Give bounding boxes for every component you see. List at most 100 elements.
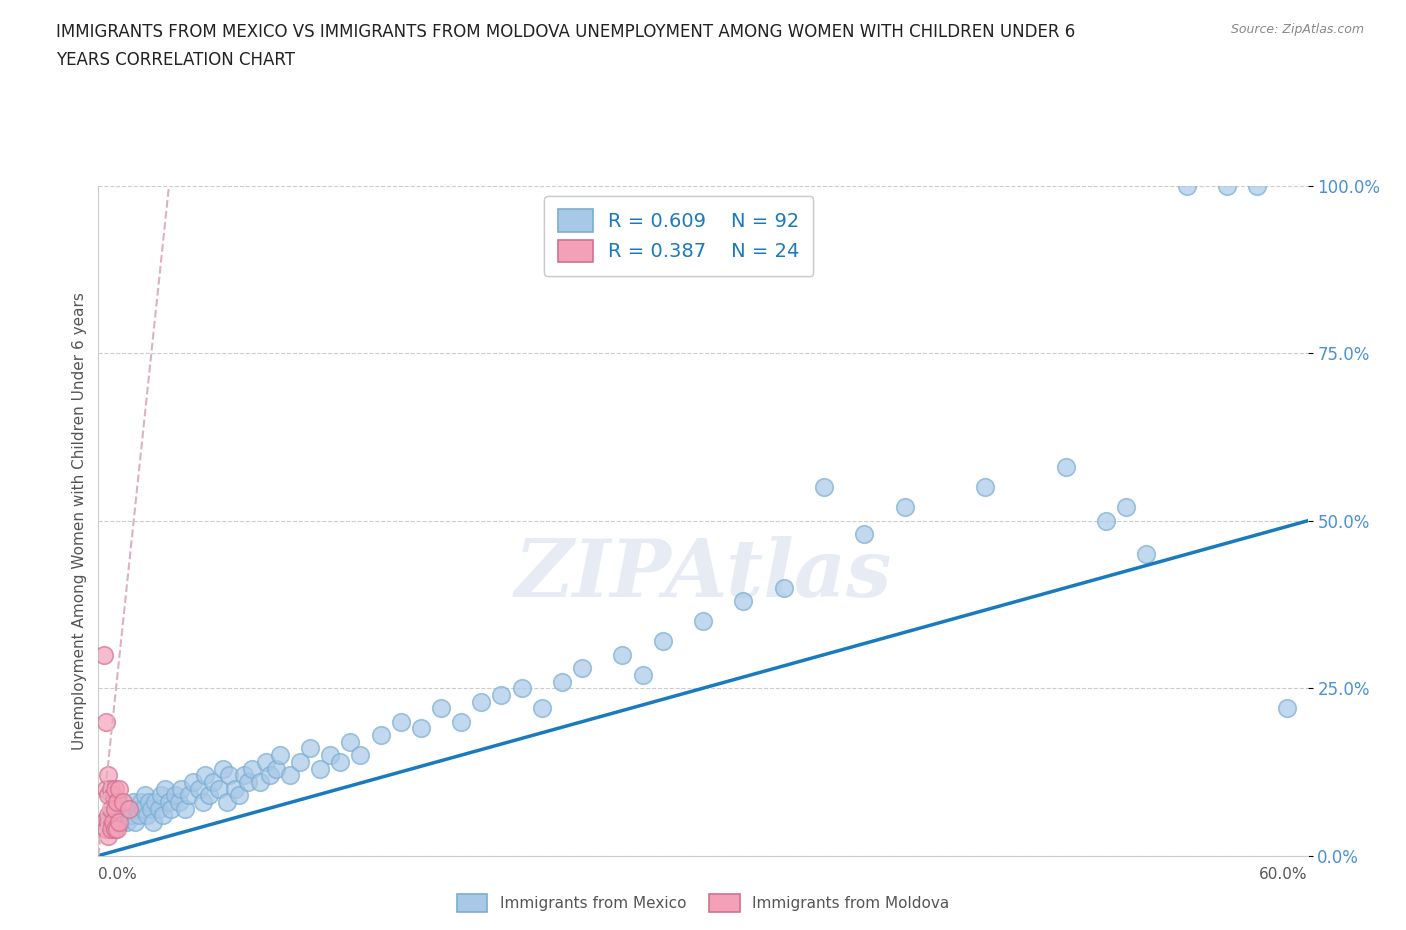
Point [349, 748, 371, 763]
Point [132, 802, 155, 817]
Point [1277, 701, 1299, 716]
Point [631, 668, 654, 683]
Point [974, 480, 997, 495]
Y-axis label: Unemployment Among Women with Children Under 6 years: Unemployment Among Women with Children U… [72, 292, 87, 750]
Point [100, 821, 122, 836]
Text: IMMIGRANTS FROM MEXICO VS IMMIGRANTS FROM MOLDOVA UNEMPLOYMENT AMONG WOMEN WITH : IMMIGRANTS FROM MEXICO VS IMMIGRANTS FRO… [56, 23, 1076, 41]
Point [174, 802, 197, 817]
Point [97, 768, 120, 783]
Point [853, 526, 876, 541]
Point [236, 775, 259, 790]
Point [733, 593, 755, 608]
Point [160, 802, 183, 817]
Point [228, 788, 250, 803]
Point [202, 775, 225, 790]
Legend: Immigrants from Mexico, Immigrants from Moldova: Immigrants from Mexico, Immigrants from … [451, 888, 955, 918]
Point [167, 794, 190, 809]
Point [100, 781, 122, 796]
Point [319, 748, 342, 763]
Point [120, 808, 142, 823]
Point [198, 788, 221, 803]
Point [389, 714, 412, 729]
Point [288, 754, 311, 769]
Point [370, 727, 392, 742]
Point [1095, 513, 1118, 528]
Point [254, 754, 277, 769]
Point [93, 647, 115, 662]
Point [118, 802, 141, 817]
Point [121, 794, 143, 809]
Point [149, 788, 172, 803]
Point [105, 821, 128, 836]
Point [491, 687, 513, 702]
Point [612, 647, 634, 662]
Point [571, 660, 593, 675]
Point [138, 794, 160, 809]
Point [139, 802, 162, 817]
Point [339, 735, 361, 750]
Text: YEARS CORRELATION CHART: YEARS CORRELATION CHART [56, 51, 295, 69]
Point [96, 714, 118, 729]
Point [813, 480, 835, 495]
Point [269, 748, 291, 763]
Point [218, 768, 240, 783]
Point [163, 788, 186, 803]
Point [134, 788, 156, 803]
Text: 60.0%: 60.0% [1260, 867, 1308, 882]
Point [409, 721, 432, 736]
Point [1246, 179, 1268, 193]
Point [129, 794, 152, 809]
Point [450, 714, 472, 729]
Point [96, 781, 118, 796]
Point [188, 781, 211, 796]
Point [148, 802, 170, 817]
Point [1175, 179, 1198, 193]
Point [142, 815, 165, 830]
Point [97, 828, 120, 843]
Point [118, 802, 141, 817]
Point [125, 802, 148, 817]
Point [107, 781, 129, 796]
Point [105, 794, 128, 809]
Point [100, 802, 122, 817]
Point [259, 768, 281, 783]
Point [193, 794, 215, 809]
Text: 0.0%: 0.0% [98, 867, 138, 882]
Point [551, 674, 574, 689]
Point [103, 808, 125, 823]
Text: Source: ZipAtlas.com: Source: ZipAtlas.com [1230, 23, 1364, 36]
Point [157, 794, 180, 809]
Point [124, 815, 146, 830]
Point [143, 794, 166, 809]
Point [208, 781, 231, 796]
Point [135, 808, 157, 823]
Point [93, 815, 115, 830]
Point [97, 815, 120, 830]
Text: ZIPAtlas: ZIPAtlas [515, 536, 891, 613]
Point [97, 815, 120, 830]
Point [430, 701, 453, 716]
Point [1216, 179, 1239, 193]
Point [224, 781, 246, 796]
Point [96, 821, 118, 836]
Point [115, 815, 138, 830]
Point [309, 761, 332, 776]
Point [111, 802, 134, 817]
Point [329, 754, 352, 769]
Point [181, 775, 204, 790]
Point [97, 808, 120, 823]
Point [103, 821, 125, 836]
Point [249, 775, 271, 790]
Point [240, 761, 263, 776]
Point [177, 788, 201, 803]
Point [114, 808, 136, 823]
Point [107, 815, 129, 830]
Point [530, 701, 553, 716]
Point [153, 781, 176, 796]
Point [101, 821, 124, 836]
Point [1054, 459, 1077, 474]
Point [1115, 500, 1137, 515]
Point [232, 768, 254, 783]
Point [299, 741, 322, 756]
Point [217, 794, 239, 809]
